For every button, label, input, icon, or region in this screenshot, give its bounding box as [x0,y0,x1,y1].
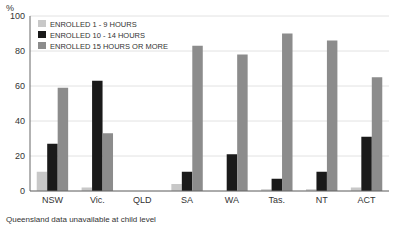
footnote: Queensland data unavailable at child lev… [6,215,156,224]
legend: ENROLLED 1 - 9 HOURS ENROLLED 10 - 14 HOU… [38,20,168,51]
bar [58,88,68,191]
chart-container: 020406080100NSWVic.QLDSAWATas.NTACT%ENRO… [0,0,397,227]
x-tick-label: NT [316,195,328,205]
y-tick-label: 80 [15,46,25,56]
grid-line [30,191,389,192]
x-tick-label: NSW [42,195,64,205]
bars [37,34,383,192]
y-tick-label: 40 [15,116,25,126]
y-tick-label: 0 [20,186,25,196]
grid [30,16,389,191]
bar [92,81,102,191]
y-axis-line [30,16,31,191]
x-axis-line [30,191,389,192]
bar [372,77,382,191]
bar [361,137,371,191]
bar [47,144,57,191]
legend-label: ENROLLED 1 - 9 HOURS [50,20,137,29]
bar [37,172,47,191]
bar [327,41,337,192]
grid-line [30,16,389,17]
legend-swatch [38,31,46,38]
bar [351,188,361,192]
chart: 020406080100NSWVic.QLDSAWATas.NTACT%ENRO… [0,0,397,227]
bar [103,133,113,191]
legend-label: ENROLLED 15 HOURS OR MORE [50,42,168,51]
bar [192,46,202,191]
y-axis-label: % [6,3,14,13]
legend-swatch [38,42,46,49]
bar [227,154,237,191]
bar [316,172,326,191]
x-tick-label: QLD [133,195,152,205]
y-tick-label: 20 [15,151,25,161]
bar [272,179,282,191]
x-tick-label: Vic. [90,195,105,205]
bar [237,55,247,192]
bar [171,184,181,191]
x-tick-label: Tas. [269,195,286,205]
x-tick-label: WA [225,195,239,205]
bar [82,188,92,192]
x-tick-label: ACT [358,195,377,205]
bar [182,172,192,191]
y-tick-label: 60 [15,81,25,91]
x-tick-label: SA [181,195,193,205]
legend-swatch [38,20,46,27]
legend-label: ENROLLED 10 - 14 HOURS [50,31,145,40]
bar [282,34,292,192]
